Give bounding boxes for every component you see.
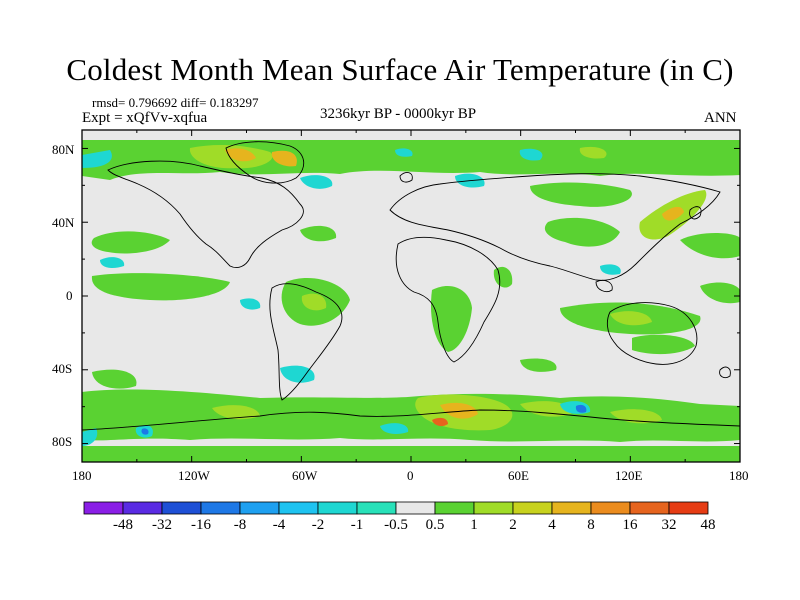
anomaly-region bbox=[575, 404, 587, 413]
colorbar-swatch bbox=[161, 501, 202, 515]
coastline-australia bbox=[606, 302, 698, 365]
lat-label-0: 0 bbox=[66, 288, 73, 303]
anomaly-region bbox=[432, 417, 448, 427]
anomaly-region bbox=[280, 365, 315, 383]
colorbar-label: -32 bbox=[152, 517, 172, 533]
colorbar-swatch bbox=[356, 501, 397, 515]
anomaly-region bbox=[530, 182, 632, 207]
experiment-label: Expt = xQfVv-xqfua bbox=[82, 110, 208, 126]
colorbar-swatch bbox=[200, 501, 241, 515]
coastline-greenland bbox=[225, 141, 305, 184]
colorbar-swatch bbox=[278, 501, 319, 515]
anomaly-region bbox=[225, 148, 256, 162]
colorbar-label: 2 bbox=[509, 517, 517, 533]
colorbar-swatch bbox=[668, 501, 709, 515]
colorbar-label: 1 bbox=[470, 517, 478, 533]
colorbar-swatch bbox=[434, 501, 475, 515]
anomaly-region bbox=[520, 358, 557, 372]
anomaly-region bbox=[700, 282, 740, 304]
colorbar-swatch bbox=[512, 501, 553, 515]
anomaly-region bbox=[300, 225, 337, 242]
lon-label-180e: 180 bbox=[729, 468, 749, 483]
colorbar-label: -48 bbox=[113, 517, 133, 533]
coastline-indonesia bbox=[595, 279, 613, 293]
colorbar-label: 0.5 bbox=[425, 517, 445, 533]
anomaly-region bbox=[271, 150, 297, 167]
colorbar-label: 4 bbox=[548, 517, 556, 533]
colorbar-swatch bbox=[473, 501, 514, 515]
lat-label-80s: 80S bbox=[52, 434, 73, 449]
coastline-uk bbox=[399, 172, 413, 183]
colorbar-label: 32 bbox=[661, 517, 677, 533]
lat-label-40n: 40N bbox=[52, 215, 75, 230]
coastlines bbox=[82, 141, 740, 431]
colorbar-swatch bbox=[317, 501, 358, 515]
anomaly-region bbox=[579, 146, 607, 159]
colorbar bbox=[83, 501, 709, 515]
anomaly-region bbox=[82, 446, 740, 462]
lon-label-60e: 60E bbox=[508, 468, 529, 483]
season-label: ANN bbox=[704, 110, 737, 126]
anomaly-region bbox=[662, 206, 684, 221]
coastline-africa bbox=[395, 236, 501, 363]
colorbar-swatch bbox=[629, 501, 670, 515]
colorbar-label: 8 bbox=[587, 517, 595, 533]
colorbar-swatch bbox=[239, 501, 280, 515]
colorbar-label: 48 bbox=[700, 517, 716, 533]
anomaly-region bbox=[240, 298, 261, 310]
colorbar-swatch bbox=[83, 501, 124, 515]
anomaly-region bbox=[600, 264, 621, 275]
coastline-antarctica bbox=[82, 409, 740, 431]
period-label: 3236kyr BP - 0000kyr BP bbox=[320, 106, 477, 122]
colorbar-swatch bbox=[395, 501, 436, 515]
anomaly-region bbox=[100, 257, 125, 268]
anomaly-region bbox=[82, 428, 98, 446]
lon-label-120e: 120E bbox=[615, 468, 643, 483]
anomaly-region bbox=[632, 334, 695, 355]
lon-label-60w: 60W bbox=[292, 468, 318, 483]
anomaly-region bbox=[300, 175, 333, 189]
colorbar-label: -8 bbox=[233, 517, 247, 533]
anomaly-region bbox=[610, 311, 652, 326]
anomaly-region bbox=[91, 231, 170, 254]
anomaly-region bbox=[395, 148, 413, 157]
lon-label-120w: 120W bbox=[178, 468, 210, 483]
colorbar-label: -4 bbox=[272, 517, 286, 533]
anomaly-region bbox=[141, 428, 149, 435]
coastline-south-america bbox=[269, 283, 343, 401]
anomaly-field bbox=[82, 140, 740, 462]
map-title: Coldest Month Mean Surface Air Temperatu… bbox=[66, 52, 734, 87]
coastline-north-america bbox=[107, 160, 304, 269]
colorbar-swatch bbox=[551, 501, 592, 515]
anomaly-region bbox=[440, 402, 478, 419]
colorbar-swatch bbox=[590, 501, 631, 515]
anomaly-region bbox=[212, 405, 260, 420]
lat-label-80n: 80N bbox=[52, 142, 75, 157]
anomaly-region bbox=[92, 369, 137, 389]
coastline-new-zealand bbox=[719, 366, 731, 379]
colorbar-label: -16 bbox=[191, 517, 211, 533]
anomaly-region bbox=[91, 273, 231, 301]
coastline-eurasia bbox=[389, 173, 721, 281]
colorbar-label: 16 bbox=[622, 517, 638, 533]
anomaly-region bbox=[519, 148, 543, 161]
anomaly-region bbox=[430, 286, 472, 352]
anomaly-region bbox=[680, 233, 740, 259]
anomaly-region bbox=[82, 150, 112, 168]
colorbar-swatch bbox=[122, 501, 163, 515]
axis-ticks bbox=[81, 130, 741, 462]
anomaly-region bbox=[301, 293, 327, 311]
anomaly-region bbox=[544, 217, 620, 247]
colorbar-label: -2 bbox=[311, 517, 325, 533]
lat-label-40s: 40S bbox=[52, 361, 73, 376]
lon-label-0: 0 bbox=[407, 468, 414, 483]
lon-label-180w: 180 bbox=[72, 468, 92, 483]
colorbar-label: -1 bbox=[350, 517, 364, 533]
coastline-japan bbox=[689, 206, 702, 220]
anomaly-region bbox=[380, 423, 409, 434]
stats-label: rmsd= 0.796692 diff= 0.183297 bbox=[92, 95, 259, 110]
colorbar-label: -0.5 bbox=[384, 517, 408, 533]
